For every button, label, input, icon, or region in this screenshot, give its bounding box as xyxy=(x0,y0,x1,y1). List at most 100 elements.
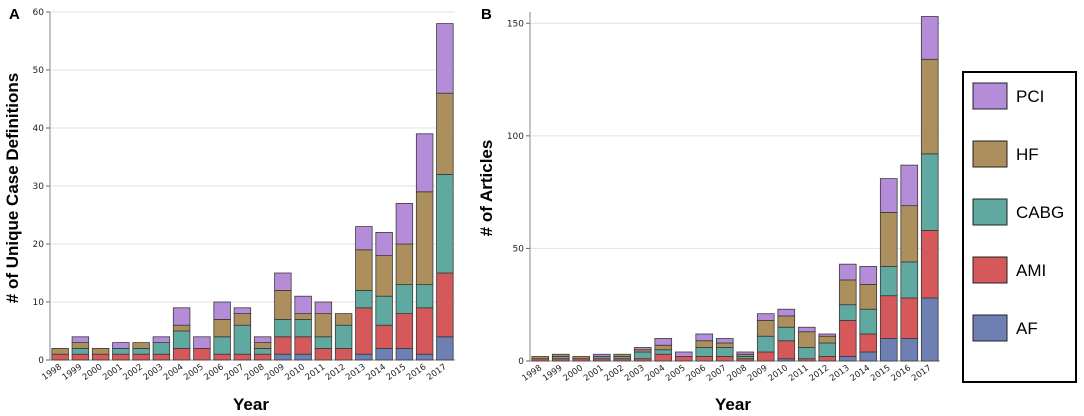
panel-a-bar-cabg-2017 xyxy=(436,173,454,274)
panel-b-bar-pci-2003 xyxy=(633,347,652,351)
panel-b-bar-hf-2012 xyxy=(818,335,837,344)
panel-b-bar-pci-2013 xyxy=(838,263,857,281)
panel-a-bar-cabg-2013 xyxy=(355,289,373,309)
panel-a-x-tick-label: 2007 xyxy=(223,362,246,383)
legend-swatch-cabg xyxy=(972,198,1008,226)
panel-b-x-tick-label: 2005 xyxy=(664,363,687,384)
panel-a-bar-hf-2000 xyxy=(91,347,110,355)
panel-a-bar-hf-2014 xyxy=(375,255,393,297)
legend-label-af: AF xyxy=(1016,319,1038,338)
panel-a-x-tick-label: 2005 xyxy=(182,362,205,383)
panel-b-bar-pci-2010 xyxy=(777,308,796,317)
panel-b-x-tick-label: 2013 xyxy=(828,363,851,384)
panel-a-bar-pci-2008 xyxy=(253,336,272,343)
panel-b-bar-ami-2012 xyxy=(818,356,837,362)
panel-a-bar-ami-2010 xyxy=(294,336,312,355)
panel-a-x-tick-label: 2004 xyxy=(162,362,185,383)
panel-a-bar-hf-1998 xyxy=(51,347,69,355)
panel-b-bar-pci-2008 xyxy=(736,351,755,355)
panel-a-x-tick-label: 2012 xyxy=(324,362,347,383)
panel-b-x-tick-label: 2007 xyxy=(705,363,728,384)
panel-b-bar-cabg-2011 xyxy=(797,347,816,360)
panel-a-bar-hf-2002 xyxy=(132,342,150,349)
panel-b-bar-hf-2015 xyxy=(879,211,898,267)
panel-b-bar-af-2015 xyxy=(879,338,898,362)
panel-b-bar-cabg-2003 xyxy=(633,351,652,360)
panel-a-bar-af-2013 xyxy=(355,353,373,361)
legend-swatch-hf xyxy=(972,140,1008,168)
panel-b-bar-pci-2006 xyxy=(695,333,714,342)
panel-a-bar-cabg-2010 xyxy=(294,318,312,338)
panel-b-y-tick-label: 0 xyxy=(518,357,524,367)
panel-a-bar-hf-2012 xyxy=(334,313,353,326)
panel-a-x-tick-label: 2014 xyxy=(364,362,387,383)
panel-b-x-tick-label: 2004 xyxy=(644,363,667,384)
panel-a-bar-pci-2016 xyxy=(415,133,434,193)
panel-b-letter: B xyxy=(481,6,492,23)
panel-a-bar-ami-2012 xyxy=(334,347,353,361)
legend-label-hf: HF xyxy=(1016,145,1039,164)
panel-a-bar-hf-2010 xyxy=(294,313,312,320)
panel-a-bar-af-2010 xyxy=(294,353,312,361)
panel-a-letter: A xyxy=(9,6,20,23)
panel-b-bar-pci-2015 xyxy=(879,178,898,213)
panel-a-bar-hf-2017 xyxy=(436,92,454,175)
panel-a-x-tick-label: 2003 xyxy=(142,362,165,383)
panel-a-x-tick-label: 2011 xyxy=(304,362,327,383)
panel-b-bar-cabg-2015 xyxy=(879,266,898,297)
panel-a-bar-ami-2005 xyxy=(193,347,211,361)
panel-b-bar-cabg-2009 xyxy=(756,335,775,353)
panel-b-x-tick-label: 1999 xyxy=(541,363,564,384)
panel-b-bar-hf-2000 xyxy=(572,356,591,360)
panel-b-y-tick-label: 150 xyxy=(507,19,524,29)
panel-b-x-tick-label: 2006 xyxy=(685,363,708,384)
panel-a-bar-hf-2009 xyxy=(274,289,292,320)
panel-b-bar-hf-2010 xyxy=(777,315,796,328)
panel-a-y-tick-label: 50 xyxy=(33,66,45,76)
panel-a-bar-hf-2013 xyxy=(355,249,373,291)
panel-a-y-tick-label: 60 xyxy=(33,8,45,18)
panel-a-bar-hf-2015 xyxy=(395,243,414,285)
panel-b-bar-cabg-2004 xyxy=(654,349,673,355)
panel-b-bar-hf-2004 xyxy=(654,344,673,351)
panel-a-bar-hf-1999 xyxy=(71,342,90,349)
panel-a: A # of Unique Case Definitions Year 0 10 2… xyxy=(3,6,455,414)
panel-b: B # of Articles Year 0501001501998199920… xyxy=(477,6,940,414)
panel-a-bar-pci-2005 xyxy=(193,336,211,349)
panel-b-bar-hf-2016 xyxy=(900,205,919,263)
panel-b-bar-hf-2009 xyxy=(756,320,775,337)
panel-b-x-tick-label: 2002 xyxy=(603,363,626,384)
panel-a-x-tick-label: 2002 xyxy=(121,362,144,383)
panel-a-bar-ami-2013 xyxy=(355,307,373,355)
panel-a-bar-pci-2001 xyxy=(112,342,130,349)
panel-b-bar-cabg-2012 xyxy=(818,342,837,357)
panel-a-x-tick-label: 2008 xyxy=(243,362,266,383)
panel-a-y-tick-label: 30 xyxy=(33,182,45,192)
panel-b-bar-hf-2013 xyxy=(838,279,857,306)
panel-a-bar-cabg-2014 xyxy=(375,295,393,326)
panel-b-bar-ami-2014 xyxy=(859,333,878,353)
panel-b-bar-af-2016 xyxy=(900,338,919,362)
panel-b-x-tick-label: 2000 xyxy=(562,363,585,384)
panel-b-bar-hf-2002 xyxy=(613,353,632,357)
panel-a-bar-ami-2000 xyxy=(91,353,110,361)
legend-swatch-ami xyxy=(972,256,1008,284)
panel-a-bar-hf-2011 xyxy=(314,313,333,338)
panel-b-bar-cabg-2007 xyxy=(715,347,734,357)
panel-a-x-tick-label: 2013 xyxy=(344,362,367,383)
panel-b-bar-ami-2004 xyxy=(654,353,673,362)
panel-a-x-tick-label: 2001 xyxy=(101,362,124,383)
panel-b-bar-pci-2017 xyxy=(920,16,939,60)
panel-b-bar-af-2014 xyxy=(859,351,878,362)
panel-a-bar-hf-2007 xyxy=(233,313,252,326)
panel-b-bar-ami-2007 xyxy=(715,356,734,362)
panel-a-bar-ami-2007 xyxy=(233,353,252,361)
panel-a-bar-cabg-2004 xyxy=(172,330,191,349)
panel-b-x-tick-label: 2010 xyxy=(767,363,790,384)
panel-b-bar-hf-2014 xyxy=(859,284,878,310)
panel-a-bar-cabg-2009 xyxy=(274,318,292,338)
panel-b-bar-pci-2009 xyxy=(756,313,775,321)
panel-a-x-tick-label: 2009 xyxy=(263,362,286,383)
panel-a-bar-ami-2008 xyxy=(253,353,272,361)
